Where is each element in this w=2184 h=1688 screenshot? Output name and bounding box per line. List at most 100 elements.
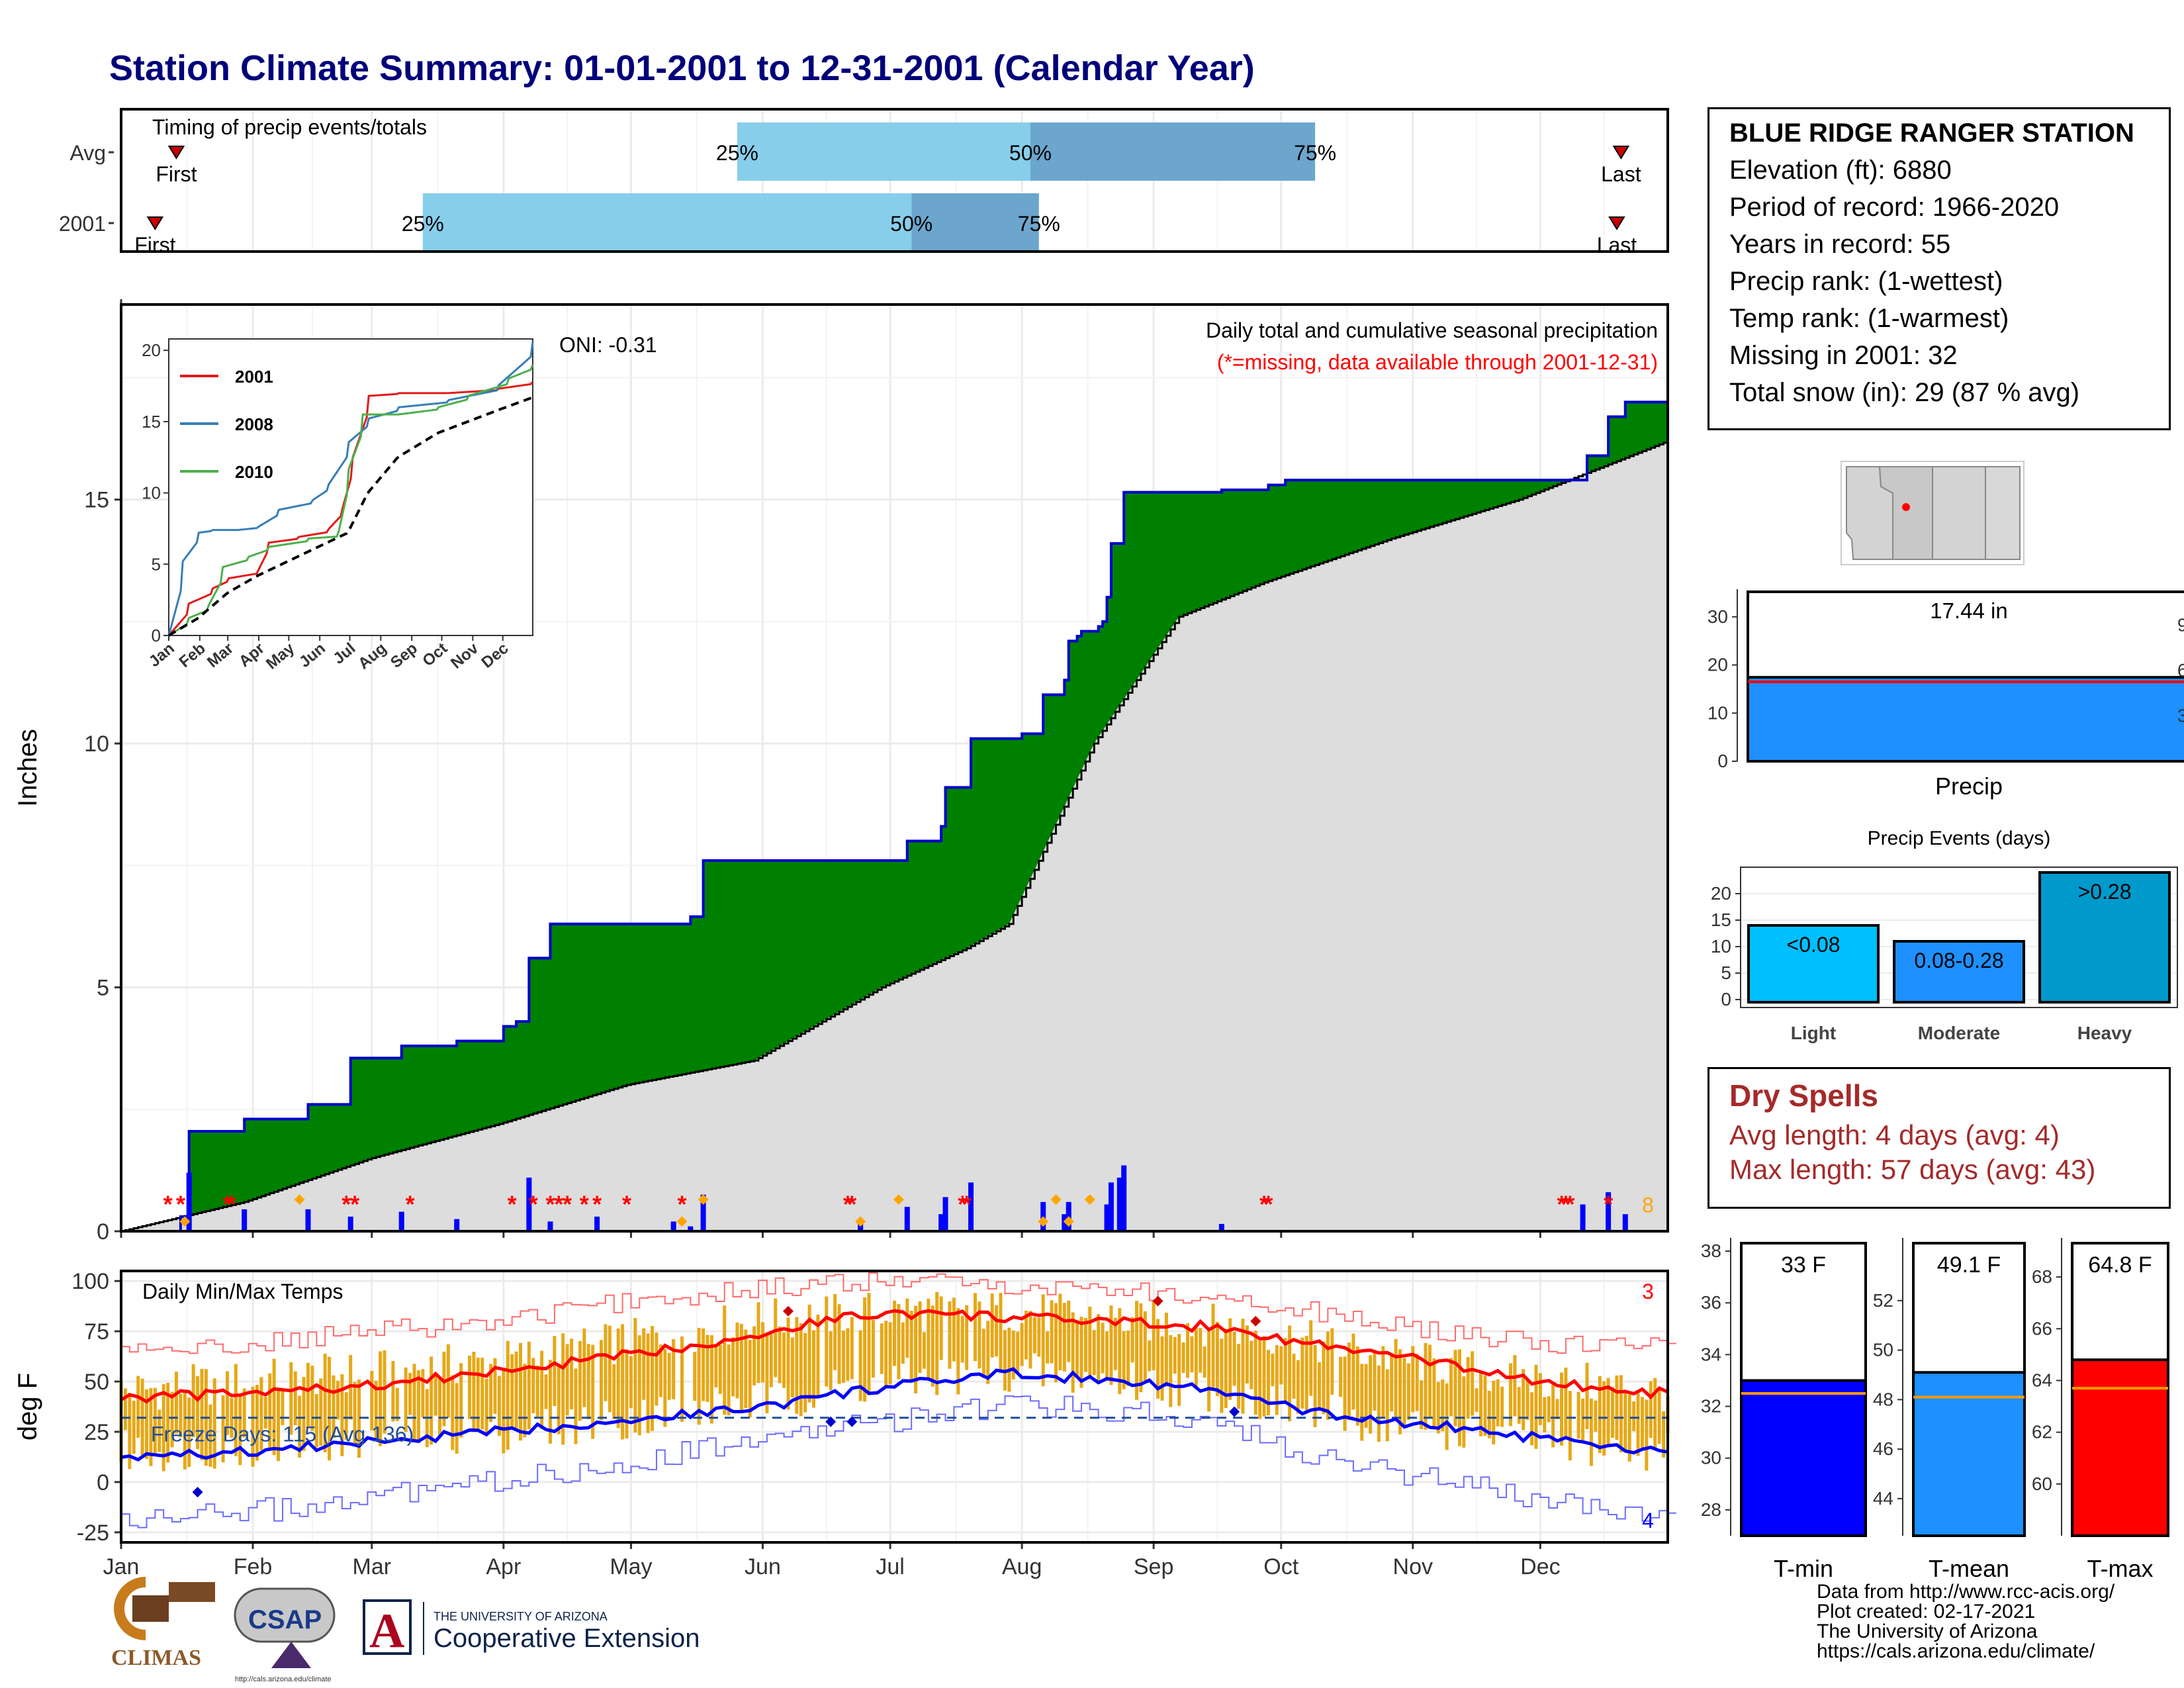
events-y-tick-label: 10 [1711,936,1731,957]
temp-x-tick-label: Jun [745,1554,781,1579]
temp-daily-bar [123,1388,127,1430]
temp-record-low-line [121,1395,1676,1528]
temp-daily-bar [735,1322,739,1399]
events-category-label: Heavy [2077,1023,2132,1043]
temp-daily-bar [1500,1386,1504,1427]
precip-missing-marker: * [677,1190,686,1217]
temp-daily-bar [981,1329,985,1378]
temp-daily-bar [803,1333,807,1413]
temp-daily-bar [553,1336,557,1407]
temp-daily-bar [212,1378,216,1469]
temp-daily-bar [774,1298,778,1378]
temp-daily-bar [786,1317,790,1410]
precip-missing-marker: * [350,1190,359,1217]
tsummary-y-tick-label: 46 [1873,1438,1893,1459]
precip-missing-marker: * [163,1190,173,1217]
temp-daily-bar [633,1317,637,1433]
ua-logo: A THE UNIVERSITY OF ARIZONA Cooperative … [363,1599,700,1658]
ua-a-icon: A [369,1604,404,1658]
temp-daily-bar [161,1383,165,1472]
locator-map [1841,461,2025,565]
temp-record-low-marker [825,1416,837,1427]
temp-daily-bar [1623,1393,1627,1450]
temp-daily-bar [651,1326,655,1431]
temp-daily-bar [472,1351,476,1432]
climas-text: CLIMAS [111,1646,201,1670]
temp-daily-bar [1058,1293,1062,1371]
temp-daily-bar [901,1322,905,1364]
temp-daily-bar [1109,1305,1113,1385]
temp-daily-bar [1292,1353,1296,1399]
temp-daily-bar [586,1344,590,1420]
temp-daily-bar [999,1293,1003,1374]
temp-daily-bar [582,1329,586,1407]
station-info-line: Period of record: 1966-2020 [1729,193,2060,222]
temp-daily-bar [1424,1342,1428,1430]
csap-cloud-icon [234,1587,336,1643]
temp-daily-bar [1271,1353,1275,1387]
precip-daily-bar [942,1197,948,1231]
temp-daily-bar [561,1333,565,1445]
temp-daily-bar [1105,1331,1109,1382]
timing-label-50: 50% [890,212,933,236]
temp-y-tick-label: -25 [77,1521,109,1546]
timing-label-75: 75% [1294,141,1336,165]
summary-y-tick-label: 10 [1707,702,1728,723]
temp-daily-bar [1449,1358,1453,1417]
temp-daily-bar [1007,1327,1011,1392]
precip-title: Daily total and cumulative seasonal prec… [1206,318,1658,342]
temp-daily-bar [637,1335,641,1436]
temp-daily-bar [1339,1356,1343,1397]
temp-daily-bar [591,1344,595,1439]
tsummary-y-tick-label: 28 [1701,1499,1721,1520]
temp-daily-bar [527,1341,531,1430]
temp-daily-bar [1369,1355,1373,1434]
temp-daily-bar [1343,1356,1347,1431]
temp-daily-bar [416,1370,420,1443]
temp-daily-bar [187,1397,191,1468]
station-info-box: BLUE RIDGE RANGER STATION Elevation (ft)… [1707,107,2171,430]
inset-line-avg [167,396,533,637]
temp-daily-bar [1016,1331,1020,1374]
precip-missing-marker: * [529,1190,538,1217]
temp-daily-bar [1296,1360,1300,1414]
tsummary-y-tick-label: 62 [2032,1422,2052,1442]
precip-daily-bar [454,1219,460,1231]
timing-marker-last-icon [1612,146,1630,160]
timing-label-50: 50% [1009,141,1052,165]
temp-daily-bar [442,1351,446,1427]
precip-daily-bar [904,1207,910,1231]
summary-y-tick-label: 60 [2177,660,2184,680]
tsummary-y-tick-label: 38 [1701,1241,1721,1261]
temp-daily-bar [1181,1342,1185,1374]
temp-daily-bar [1547,1396,1551,1423]
temp-avg-min-line [120,1367,1668,1462]
temp-daily-bar [1062,1303,1066,1372]
temp-daily-bar [191,1364,195,1437]
temp-daily-bar [837,1304,841,1384]
timing-title: Timing of precip events/totals [152,115,427,139]
temp-daily-bar [548,1360,552,1444]
temp-daily-bar [922,1332,926,1369]
temp-daily-bar [756,1302,760,1383]
precip-daily-bar [305,1209,311,1231]
precip-oni: ONI: -0.31 [559,333,657,357]
events-y-tick-label: 5 [1721,962,1731,983]
precip-daily-bar [1121,1165,1127,1231]
temp-daily-bar [744,1329,748,1409]
csap-mountain-icon [271,1642,311,1668]
temp-daily-bar [748,1339,752,1418]
temp-daily-bar [1594,1400,1598,1432]
temp-daily-bar [196,1376,200,1450]
temp-daily-bar [667,1352,671,1400]
temp-x-tick-label: Feb [234,1554,273,1579]
events-y-tick-label: 15 [1711,910,1731,930]
temp-daily-bar [760,1322,764,1383]
temp-daily-bar [319,1378,323,1446]
tsummary-y-tick-label: 60 [2032,1474,2052,1494]
temp-daily-bar [1220,1338,1224,1413]
temp-daily-bar [158,1409,161,1452]
events-bar [1747,924,1880,1004]
temp-daily-bar [952,1297,956,1362]
timing-marker-first-icon [167,146,185,160]
